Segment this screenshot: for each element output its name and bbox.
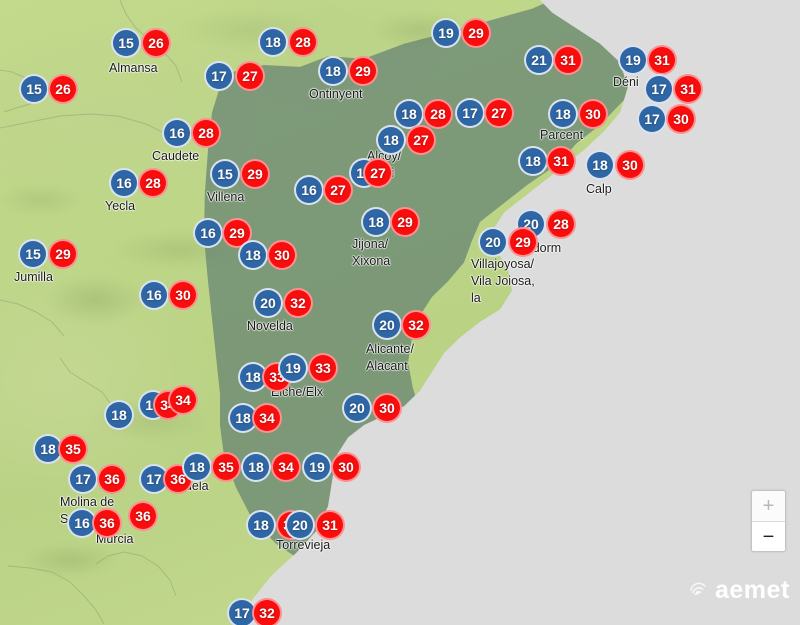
marker-jumilla-min[interactable]: 15 [18, 239, 48, 269]
marker-m6-max[interactable]: 29 [461, 18, 491, 48]
marker-torre-min2[interactable]: 18 [246, 510, 276, 540]
marker-m19-max[interactable]: 27 [363, 158, 393, 188]
marker-caudete-max[interactable]: 28 [191, 118, 221, 148]
marker-m37-max[interactable]: 35 [58, 434, 88, 464]
zoom-control[interactable]: + − [751, 490, 786, 552]
marker-novelda-max[interactable]: 32 [283, 288, 313, 318]
marker-alicante-max[interactable]: 32 [401, 310, 431, 340]
marker-calp-min[interactable]: 18 [585, 150, 615, 180]
marker-caudete-min[interactable]: 16 [162, 118, 192, 148]
marker-murcia-max[interactable]: 36 [92, 508, 122, 538]
marker-m13-max[interactable]: 27 [484, 98, 514, 128]
marker-alcoy-min[interactable]: 18 [376, 125, 406, 155]
marker-denia-min[interactable]: 19 [618, 45, 648, 75]
marker-m42-min[interactable]: 19 [302, 452, 332, 482]
aemet-swirl-icon [690, 582, 706, 595]
marker-m2-max[interactable]: 26 [48, 74, 78, 104]
marker-m3-max[interactable]: 28 [288, 27, 318, 57]
marker-m12-max[interactable]: 28 [423, 99, 453, 129]
zoom-in-button[interactable]: + [752, 491, 785, 522]
marker-torrevieja-max[interactable]: 31 [315, 510, 345, 540]
marker-m28-min[interactable]: 16 [139, 280, 169, 310]
marker-orihuela-max[interactable]: 35 [211, 452, 241, 482]
marker-m41-max[interactable]: 34 [271, 452, 301, 482]
marker-elche-min[interactable]: 19 [278, 353, 308, 383]
marker-m7-max[interactable]: 31 [553, 45, 583, 75]
marker-jijona-max[interactable]: 29 [390, 207, 420, 237]
marker-m20-max[interactable]: 31 [546, 146, 576, 176]
marker-alicante-min[interactable]: 20 [372, 310, 402, 340]
marker-m26-max[interactable]: 30 [267, 240, 297, 270]
marker-villena-min[interactable]: 15 [210, 159, 240, 189]
marker-m22-min[interactable]: 16 [193, 218, 223, 248]
marker-molina-max[interactable]: 36 [97, 464, 127, 494]
marker-villaj-min[interactable]: 20 [478, 227, 508, 257]
marker-denia-max[interactable]: 31 [647, 45, 677, 75]
marker-m34-min[interactable]: 18 [104, 400, 134, 430]
marker-m9-max[interactable]: 31 [673, 74, 703, 104]
marker-m42-max[interactable]: 30 [331, 452, 361, 482]
marker-novelda-min[interactable]: 20 [253, 288, 283, 318]
marker-parcent-min[interactable]: 18 [548, 99, 578, 129]
marker-calp-max[interactable]: 30 [615, 150, 645, 180]
marker-m35-max[interactable]: 34 [252, 403, 282, 433]
marker-yecla-max[interactable]: 28 [138, 168, 168, 198]
aemet-logo: aemet [688, 578, 790, 603]
marker-torrevieja-min[interactable]: 20 [285, 510, 315, 540]
marker-m4-max[interactable]: 27 [235, 61, 265, 91]
marker-m26-min[interactable]: 18 [238, 240, 268, 270]
marker-m3-min[interactable]: 18 [258, 27, 288, 57]
zoom-out-button[interactable]: − [752, 522, 785, 551]
marker-villaj-max[interactable]: 29 [508, 227, 538, 257]
aemet-logo-text: aemet [715, 576, 790, 604]
marker-almansa-min[interactable]: 15 [111, 28, 141, 58]
marker-jumilla-max[interactable]: 29 [48, 239, 78, 269]
marker-m39-max[interactable]: 36 [163, 464, 193, 494]
marker-m28-max[interactable]: 30 [168, 280, 198, 310]
marker-m6-min[interactable]: 19 [431, 18, 461, 48]
marker-m36-max[interactable]: 30 [372, 393, 402, 423]
marker-yecla-min[interactable]: 16 [109, 168, 139, 198]
marker-benidorm-max[interactable]: 28 [546, 209, 576, 239]
marker-m41-min[interactable]: 18 [241, 452, 271, 482]
marker-m10-min[interactable]: 17 [637, 104, 667, 134]
marker-almansa-max[interactable]: 26 [141, 28, 171, 58]
marker-elche-max[interactable]: 33 [308, 353, 338, 383]
marker-orihuela-min[interactable]: 18 [182, 452, 212, 482]
marker-m9-min[interactable]: 17 [644, 74, 674, 104]
marker-m44-max[interactable]: 36 [128, 501, 158, 531]
marker-ontinyent-min[interactable]: 18 [318, 56, 348, 86]
marker-murcia-min[interactable]: 16 [67, 508, 97, 538]
marker-m20-min[interactable]: 18 [518, 146, 548, 176]
marker-villena-max[interactable]: 29 [240, 159, 270, 189]
marker-m7-min[interactable]: 21 [524, 45, 554, 75]
marker-m18-max[interactable]: 27 [323, 175, 353, 205]
marker-m13-min[interactable]: 17 [455, 98, 485, 128]
marker-m18-min[interactable]: 16 [294, 175, 324, 205]
marker-ontinyent-max[interactable]: 29 [348, 56, 378, 86]
marker-m34-max[interactable]: 34 [168, 385, 198, 415]
marker-m2-min[interactable]: 15 [19, 74, 49, 104]
marker-m4-min[interactable]: 17 [204, 61, 234, 91]
marker-alcoy-max[interactable]: 27 [406, 125, 436, 155]
marker-m36-min[interactable]: 20 [342, 393, 372, 423]
marker-m47-max[interactable]: 32 [252, 598, 282, 625]
marker-jijona-min[interactable]: 18 [361, 207, 391, 237]
marker-molina-min[interactable]: 17 [68, 464, 98, 494]
marker-parcent-max[interactable]: 30 [578, 99, 608, 129]
marker-m10-max[interactable]: 30 [666, 104, 696, 134]
